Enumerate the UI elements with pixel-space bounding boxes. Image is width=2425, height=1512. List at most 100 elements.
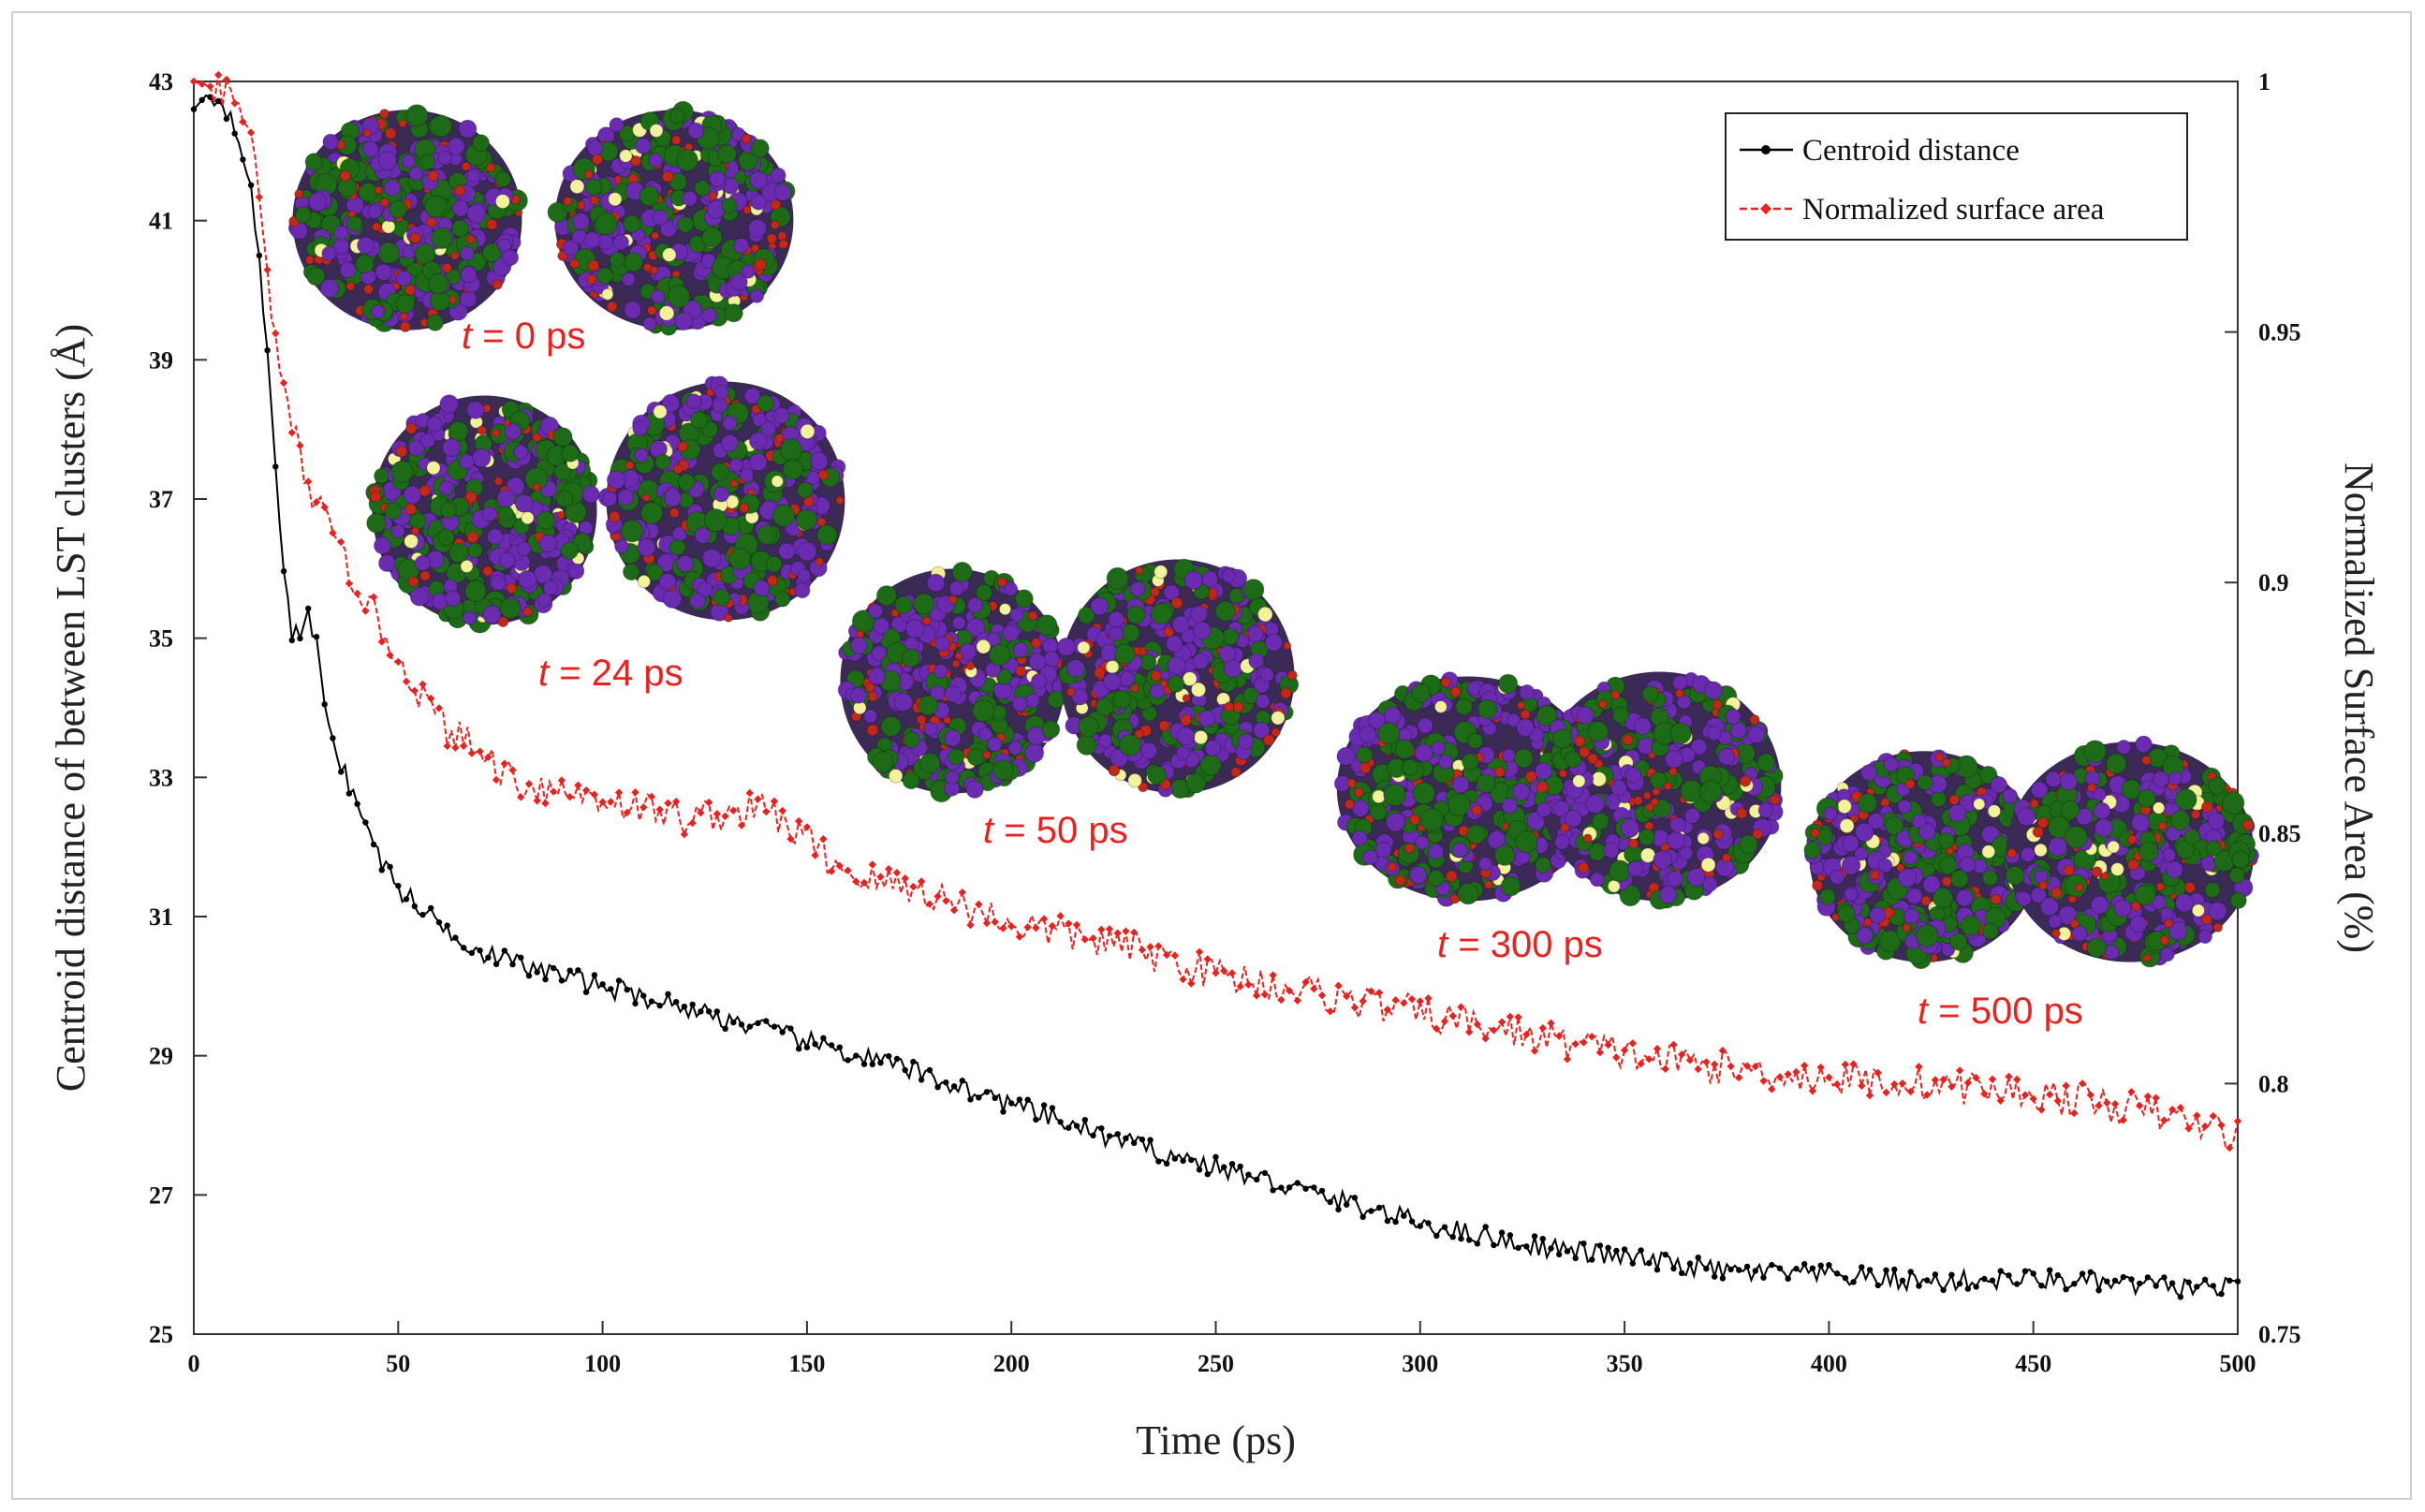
atom [589,195,600,206]
data-point [1997,1268,2004,1274]
atom [1911,814,1927,829]
y-left-tick-label: 35 [149,625,173,653]
atom [294,189,304,199]
data-point [1792,1067,1800,1077]
atom [1221,568,1236,583]
data-point [1776,1265,1784,1271]
atom [747,218,768,238]
atom [1163,626,1175,639]
data-point [1391,996,1400,1005]
atom [1457,882,1479,905]
data-point [983,1089,991,1095]
atom [1810,828,1821,838]
data-point [394,657,403,667]
data-point [2104,1278,2110,1284]
atom [1669,816,1686,833]
atom [1622,734,1634,746]
data-point [1424,994,1433,1003]
data-point [558,977,566,984]
atom [2204,881,2221,899]
atom [724,613,733,623]
cluster-snapshot-500ps [1803,735,2260,970]
data-point [1523,1243,1530,1250]
data-point [820,1035,827,1042]
atom [419,433,435,448]
atom [1394,874,1406,887]
atom [1574,735,1586,747]
atom [721,415,738,432]
atom [1151,602,1173,624]
data-point [1793,1265,1800,1272]
atom [482,605,502,624]
atom [1066,687,1076,697]
data-point [688,818,697,828]
atom [2168,771,2183,786]
data-point [1302,1185,1309,1192]
atom [749,432,768,451]
atom [1756,753,1776,772]
data-point [1155,1158,1162,1165]
atom [2093,801,2111,820]
atom [609,252,626,269]
time-value: = 50 ps [993,810,1127,851]
data-point [264,347,271,354]
time-label: t = 24 ps [538,653,683,694]
time-value: = 0 ps [472,316,585,357]
atom [1253,721,1271,740]
x-tick-label: 500 [2220,1350,2256,1377]
atom [1257,606,1273,623]
atom [1193,729,1209,745]
atom [760,420,777,437]
data-point [926,1066,933,1074]
atom [555,490,574,508]
data-point [1033,1116,1039,1123]
atom [1934,752,1945,762]
data-point [1113,929,1122,937]
data-point [1752,1268,1759,1274]
atom [623,214,641,233]
data-point [2193,1111,2201,1120]
atom [617,489,635,506]
atom [634,137,652,154]
atom [2164,918,2174,929]
atom [1467,732,1484,750]
data-point [1531,1233,1538,1240]
atom [1476,773,1496,794]
atom [532,482,541,492]
data-point [1277,995,1286,1005]
data-point [557,776,566,785]
data-point [729,806,738,815]
atom [663,489,683,507]
atom [948,580,964,596]
data-point [680,830,689,839]
atom [1883,756,1899,772]
atom [988,643,1011,667]
atom [2161,847,2177,862]
time-value: = 300 ps [1448,924,1603,965]
atom [2205,840,2222,857]
data-point [1948,1271,1955,1278]
atom [1905,888,1923,904]
data-point [1679,1270,1685,1277]
atom [1462,753,1479,771]
data-point [2161,1274,2168,1281]
atom [1641,685,1659,703]
atom [1180,713,1192,727]
data-point [1317,991,1327,1000]
data-point [509,961,516,968]
data-point [1072,920,1081,930]
atom [513,444,529,460]
atom [1043,651,1060,668]
atom [712,397,728,414]
atom [451,199,469,217]
data-point [1374,989,1384,997]
data-point [1131,1139,1138,1147]
data-point [738,1021,745,1028]
atom [2030,781,2049,799]
atom [1667,870,1683,888]
data-point [1204,1171,1212,1178]
atom [1126,605,1146,624]
x-tick-label: 100 [584,1350,621,1377]
data-point [770,797,779,806]
atom [1271,727,1281,738]
